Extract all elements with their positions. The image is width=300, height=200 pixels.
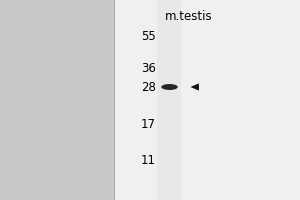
Bar: [0, 0, 114, 200]
Polygon shape: [190, 83, 199, 91]
Text: 36: 36: [141, 62, 156, 74]
Text: 55: 55: [141, 29, 156, 43]
Text: 28: 28: [141, 81, 156, 94]
Text: m.testis: m.testis: [165, 10, 213, 23]
Bar: [114, 0, 300, 200]
Ellipse shape: [161, 84, 178, 90]
Text: 17: 17: [141, 118, 156, 132]
Text: 11: 11: [141, 154, 156, 166]
Bar: [158, 0, 182, 200]
